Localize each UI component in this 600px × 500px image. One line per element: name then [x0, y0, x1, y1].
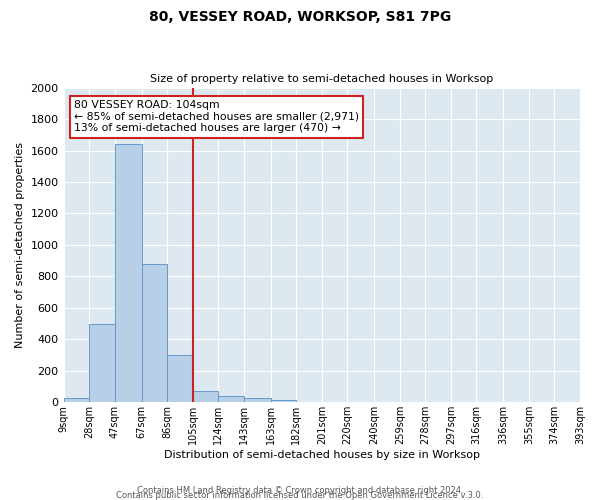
Text: Contains public sector information licensed under the Open Government Licence v.: Contains public sector information licen…: [116, 491, 484, 500]
Bar: [271, 400, 296, 402]
Title: Size of property relative to semi-detached houses in Worksop: Size of property relative to semi-detach…: [150, 74, 493, 84]
Bar: [167, 355, 193, 403]
Bar: [89, 324, 115, 402]
Bar: [244, 398, 271, 402]
Text: Contains HM Land Registry data © Crown copyright and database right 2024.: Contains HM Land Registry data © Crown c…: [137, 486, 463, 495]
Bar: [142, 264, 167, 402]
Bar: [64, 398, 89, 402]
Text: 80, VESSEY ROAD, WORKSOP, S81 7PG: 80, VESSEY ROAD, WORKSOP, S81 7PG: [149, 10, 451, 24]
Bar: [193, 392, 218, 402]
X-axis label: Distribution of semi-detached houses by size in Worksop: Distribution of semi-detached houses by …: [164, 450, 480, 460]
Y-axis label: Number of semi-detached properties: Number of semi-detached properties: [15, 142, 25, 348]
Bar: [115, 144, 142, 403]
Text: 80 VESSEY ROAD: 104sqm
← 85% of semi-detached houses are smaller (2,971)
13% of : 80 VESSEY ROAD: 104sqm ← 85% of semi-det…: [74, 100, 359, 134]
Bar: [218, 396, 244, 402]
